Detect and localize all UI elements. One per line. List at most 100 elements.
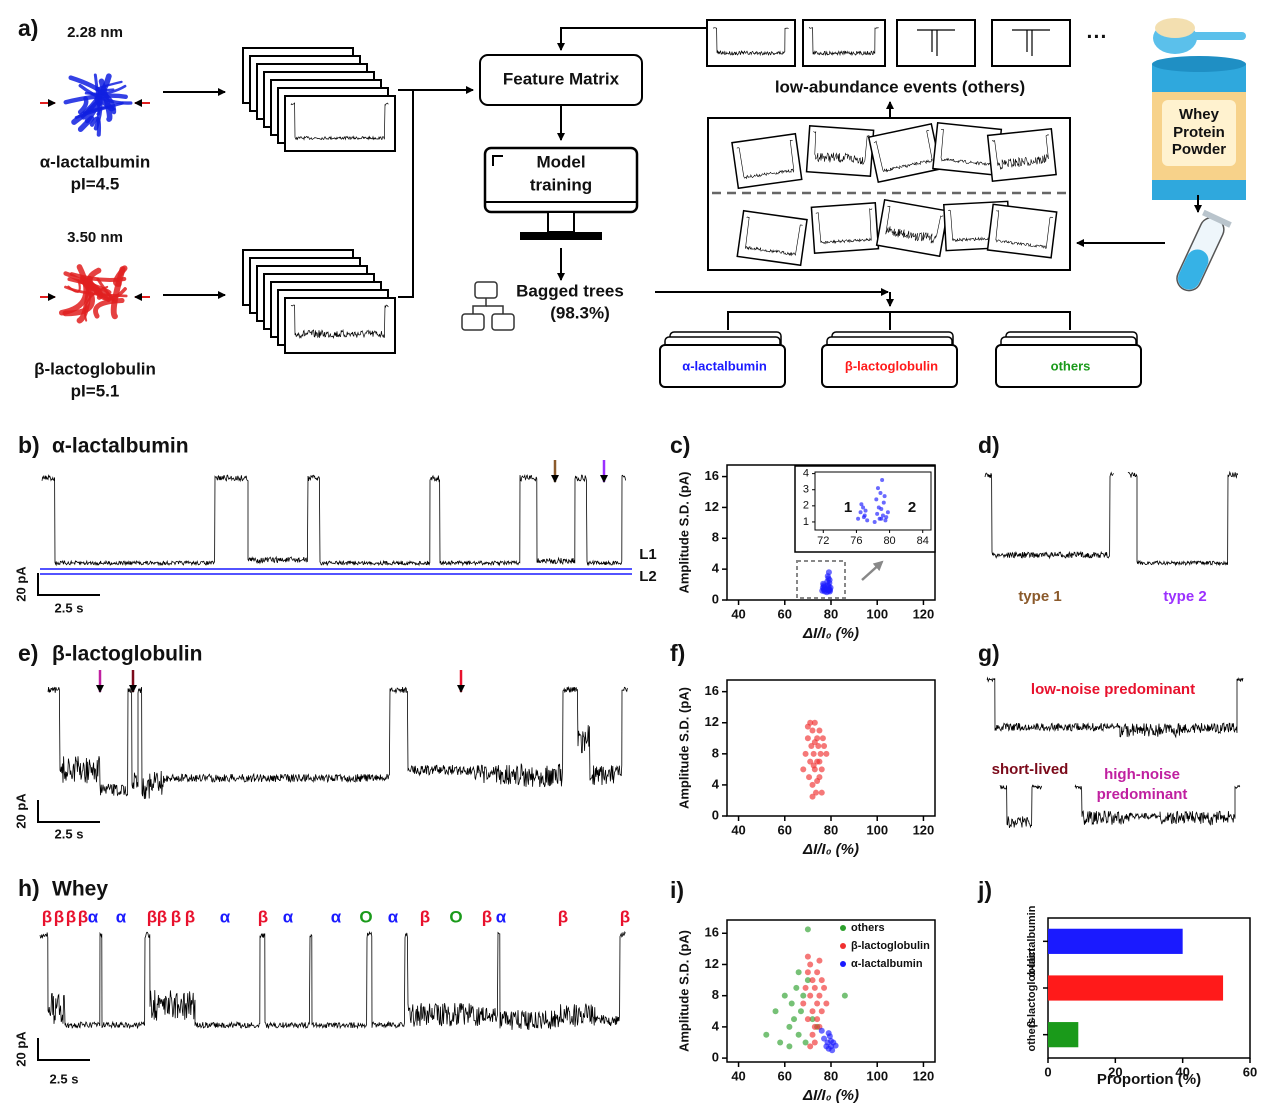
y-axis-label: Amplitude S.D. (pA) bbox=[676, 930, 691, 1052]
current-trace bbox=[992, 134, 1050, 171]
scatter-point bbox=[804, 735, 811, 742]
event-label: α bbox=[220, 907, 231, 926]
scatter-point bbox=[825, 1030, 832, 1037]
g-label: short-lived bbox=[992, 761, 1069, 778]
cluster-label: 2 bbox=[908, 499, 916, 516]
plot-frame bbox=[726, 679, 936, 817]
scatter-point bbox=[812, 789, 819, 796]
scatter-point bbox=[841, 992, 848, 999]
panel-title: Whey bbox=[52, 878, 108, 901]
y-tick-label: 12 bbox=[705, 956, 719, 971]
event-card bbox=[284, 95, 396, 152]
x-tick-label: 120 bbox=[913, 822, 935, 837]
scatter-point bbox=[858, 510, 863, 515]
protein-ribbon bbox=[74, 101, 124, 119]
folder-front bbox=[995, 344, 1142, 388]
scatter-point bbox=[802, 984, 809, 991]
scatter-point bbox=[802, 1039, 809, 1046]
y-tick-label: 8 bbox=[712, 745, 719, 760]
scatter-point bbox=[804, 723, 811, 730]
scatter-point bbox=[807, 758, 814, 765]
inset-y-tick-label: 2 bbox=[803, 500, 809, 512]
scatter-point bbox=[800, 992, 807, 999]
protein-ribbon bbox=[93, 298, 125, 319]
arrow bbox=[557, 27, 707, 51]
current-trace bbox=[39, 930, 626, 1031]
scatter-point bbox=[823, 750, 830, 757]
panel-title: β-lactoglobulin bbox=[52, 643, 202, 666]
x-tick-label: 120 bbox=[913, 1068, 935, 1083]
test-tube bbox=[1176, 209, 1232, 292]
scale-bar bbox=[37, 573, 100, 596]
event-label: β bbox=[420, 907, 430, 926]
event-card bbox=[736, 209, 808, 267]
ellipsis: ··· bbox=[1087, 26, 1108, 49]
model-training: Model bbox=[536, 152, 585, 171]
current-trace bbox=[873, 130, 933, 173]
scatter-point bbox=[804, 1016, 811, 1023]
scale-bar bbox=[37, 1038, 90, 1061]
panel-label: a) bbox=[18, 15, 38, 41]
zoom-arrow bbox=[861, 560, 884, 581]
x-tick-label: 60 bbox=[778, 822, 792, 837]
cluster-label: 1 bbox=[844, 499, 852, 516]
scatter-point bbox=[809, 727, 816, 734]
event-card bbox=[867, 122, 942, 184]
scatter-point bbox=[795, 969, 802, 976]
type-label: type 1 bbox=[1018, 588, 1061, 605]
scatter-point bbox=[800, 766, 807, 773]
event-label: α bbox=[496, 907, 507, 926]
x-tick-label: 100 bbox=[866, 606, 888, 621]
legend-marker bbox=[840, 943, 846, 949]
tree-icon bbox=[474, 281, 498, 299]
x-tick-label: 40 bbox=[731, 822, 745, 837]
scatter-point bbox=[880, 478, 885, 483]
inset-x-tick-label: 76 bbox=[850, 535, 862, 547]
scatter-point bbox=[874, 497, 879, 502]
x-axis-label: ΔI/I₀ (%) bbox=[802, 841, 859, 858]
protein-size: 2.28 nm bbox=[67, 24, 123, 41]
protein-ribbon bbox=[67, 277, 112, 295]
scatter-point bbox=[810, 750, 817, 757]
powder-heap bbox=[1155, 18, 1195, 38]
scatter-point bbox=[811, 739, 818, 746]
scatter-point bbox=[818, 766, 825, 773]
tree-icon bbox=[472, 298, 487, 314]
x-tick-label: 60 bbox=[778, 606, 792, 621]
legend-marker bbox=[840, 961, 846, 967]
panel-label: f) bbox=[670, 640, 685, 666]
protein-ribbon bbox=[95, 80, 123, 92]
scatter-point bbox=[816, 957, 823, 964]
tree-icon bbox=[486, 305, 504, 314]
scatter-point bbox=[811, 1023, 818, 1030]
x-tick-label: 40 bbox=[731, 606, 745, 621]
scatter-point bbox=[816, 758, 823, 765]
monitor-neck bbox=[547, 211, 575, 233]
scatter-point bbox=[804, 969, 811, 976]
level-label: L1 bbox=[639, 546, 657, 563]
scatter-point bbox=[816, 727, 823, 734]
y-tick-label: others bbox=[1026, 1018, 1038, 1052]
powder-label: Whey bbox=[1179, 106, 1220, 123]
current-trace bbox=[712, 27, 789, 57]
y-tick-label: 4 bbox=[712, 561, 720, 576]
event-label: β bbox=[185, 907, 195, 926]
current-trace bbox=[808, 27, 879, 57]
inset-x-tick-label: 80 bbox=[883, 535, 895, 547]
panel-label: b) bbox=[18, 432, 40, 458]
protein-name: α-lactalbumin bbox=[40, 152, 151, 171]
event-card-frame bbox=[986, 127, 1057, 183]
scatter-point bbox=[795, 1031, 802, 1038]
y-tick-label: β-lactoglobulin bbox=[1026, 948, 1038, 1027]
scale-current: 20 pA bbox=[13, 793, 28, 829]
classifier-name: Bagged trees bbox=[516, 281, 624, 300]
inset-y-tick-label: 3 bbox=[803, 484, 809, 496]
event-label: β bbox=[171, 907, 181, 926]
x-tick-label: 80 bbox=[824, 822, 838, 837]
protein-pi: pI=5.1 bbox=[71, 381, 120, 400]
x-tick-label: 80 bbox=[824, 606, 838, 621]
scatter-point bbox=[814, 778, 821, 785]
class-label: β-lactoglobulin bbox=[845, 358, 938, 373]
panel-label: h) bbox=[18, 875, 40, 901]
